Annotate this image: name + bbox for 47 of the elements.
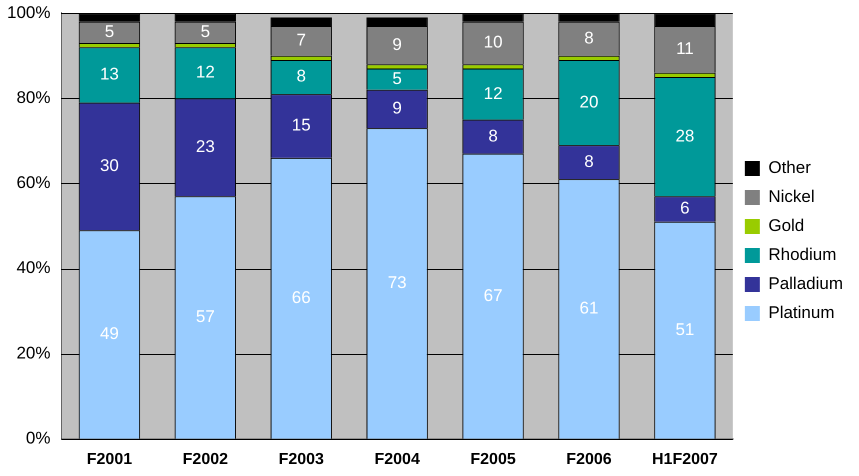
y-tick-label: 80% <box>16 88 50 108</box>
data-label: 5 <box>392 68 402 88</box>
x-tick-label: F2003 <box>278 450 324 468</box>
data-label: 8 <box>296 66 306 86</box>
data-label: 8 <box>488 126 498 146</box>
x-tick-label: F2001 <box>86 450 132 468</box>
data-label: 66 <box>292 288 311 308</box>
data-label: 23 <box>196 136 215 156</box>
data-label: 57 <box>196 307 215 326</box>
data-label: 49 <box>100 324 119 344</box>
data-label: 9 <box>392 34 402 54</box>
y-tick-label: 0% <box>26 428 50 448</box>
data-label: 73 <box>388 273 407 292</box>
data-label: 67 <box>484 286 503 305</box>
data-label: 13 <box>100 64 119 84</box>
x-tick-label: F2002 <box>182 450 228 468</box>
data-label: 8 <box>584 152 594 171</box>
y-tick-label: 60% <box>16 173 50 192</box>
data-label: 20 <box>580 92 598 112</box>
data-label: 30 <box>100 156 119 176</box>
legend-label: Other <box>768 158 812 178</box>
x-tick-label: F2004 <box>374 450 420 468</box>
data-label: 51 <box>675 320 694 339</box>
x-tick-label: F2006 <box>566 450 612 468</box>
data-label: 12 <box>484 84 503 103</box>
y-tick-label: 100% <box>6 2 50 22</box>
legend-label: Gold <box>768 216 804 236</box>
data-label: 28 <box>675 126 694 146</box>
y-tick-label: 40% <box>16 258 50 278</box>
data-label: 7 <box>296 30 306 50</box>
legend-label: Platinum <box>768 303 834 322</box>
x-tick-label: H1F2007 <box>652 450 718 468</box>
legend-label: Rhodium <box>768 245 836 264</box>
data-label: 6 <box>680 198 690 218</box>
data-label: 9 <box>392 98 402 118</box>
data-label: 8 <box>584 28 594 48</box>
data-label: 15 <box>292 116 311 135</box>
data-label: 61 <box>580 298 598 318</box>
data-label: 5 <box>104 22 114 42</box>
data-label: 11 <box>676 39 694 58</box>
data-label: 10 <box>484 32 503 52</box>
y-tick-label: 20% <box>16 343 50 362</box>
data-label: 12 <box>196 62 215 82</box>
legend-label: Nickel <box>768 187 815 206</box>
x-tick-label: F2005 <box>470 450 516 468</box>
data-label: 5 <box>200 22 210 42</box>
legend-label: Palladium <box>768 274 844 294</box>
